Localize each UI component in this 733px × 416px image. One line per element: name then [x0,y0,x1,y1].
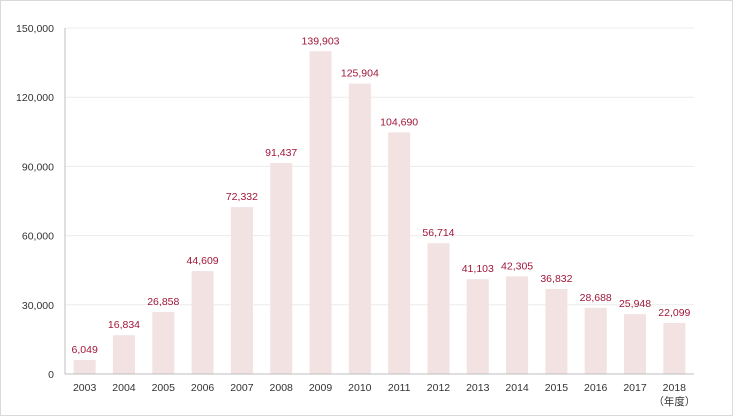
x-axis-unit-label: （年度） [653,395,695,408]
axes [64,28,694,375]
bar-2008 [270,163,293,374]
bar-2012 [427,243,450,374]
data-label-2003: 6,049 [72,344,98,356]
y-tick-label: 150,000 [16,23,54,35]
x-tick-label-2016: 2016 [584,382,608,394]
bar-2013 [466,279,489,374]
bar-2003 [73,360,96,374]
y-tick-label: 30,000 [22,300,54,312]
bar-2017 [624,314,647,374]
x-tick-label-2012: 2012 [427,382,451,394]
bar-2005 [152,312,175,374]
bar-2016 [584,307,607,374]
x-tick-label-2009: 2009 [309,382,333,394]
data-label-2009: 139,903 [302,35,340,47]
y-tick-label: 90,000 [22,161,54,173]
x-tick-label-2014: 2014 [505,382,529,394]
x-tick-label-2015: 2015 [545,382,569,394]
bar-2018 [663,323,686,374]
bar-2004 [112,335,135,374]
x-tick-label-2013: 2013 [466,382,490,394]
x-tick-label-2010: 2010 [348,382,372,394]
data-label-2013: 41,103 [462,263,494,275]
bar-2009 [309,51,332,375]
data-label-2014: 42,305 [501,260,533,272]
y-axis-ticks: 0 30,000 60,000 90,000 120,000 150,000 [16,23,54,381]
data-label-2010: 125,904 [341,68,379,80]
x-tick-label-2018: 2018 [663,382,687,394]
x-tick-label-2017: 2017 [623,382,647,394]
data-label-2015: 36,832 [540,273,572,285]
data-label-2008: 91,437 [265,147,297,159]
x-tick-label-2003: 2003 [73,382,97,394]
bar-2011 [388,132,411,374]
bar-2014 [506,276,529,374]
bar-2007 [230,207,253,374]
x-tick-label-2011: 2011 [388,382,411,394]
y-tick-label: 120,000 [16,92,54,104]
data-label-2004: 16,834 [108,319,140,331]
bars [73,51,686,375]
data-label-2018: 22,099 [658,307,690,319]
x-tick-label-2005: 2005 [152,382,176,394]
x-tick-label-2006: 2006 [191,382,215,394]
data-label-2005: 26,858 [147,296,179,308]
bar-2015 [545,289,568,374]
bar-2006 [191,271,214,374]
gridlines [65,27,694,306]
bar-2010 [348,83,371,375]
x-tick-label-2008: 2008 [270,382,294,394]
data-label-2011: 104,690 [380,117,418,129]
x-axis-ticks: 2003 2004 2005 2006 2007 2008 2009 2010 2011 2012… [73,382,686,394]
data-label-2012: 56,714 [422,227,454,239]
data-label-2017: 25,948 [619,298,651,310]
data-label-2006: 44,609 [187,255,219,267]
data-labels: 6,049 16,834 26,858 44,609 72,332 91,437 139,9… [72,35,691,356]
y-tick-label: 60,000 [22,231,54,243]
y-tick-label: 0 [48,369,54,381]
x-tick-label-2007: 2007 [230,382,254,394]
data-label-2007: 72,332 [226,191,258,203]
x-tick-label-2004: 2004 [112,382,136,394]
data-label-2016: 28,688 [580,292,612,304]
